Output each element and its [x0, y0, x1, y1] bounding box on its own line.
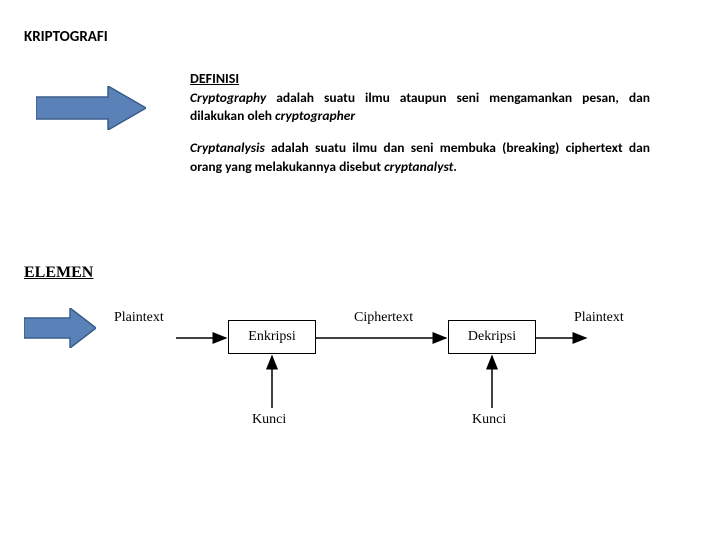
encryption-flow-diagram: Plaintext Ciphertext Plaintext Enkripsi …: [100, 310, 660, 460]
definisi-heading: DEFINISI: [190, 70, 650, 87]
definisi-para-2: Cryptanalysis adalah suatu ilmu dan seni…: [190, 139, 650, 175]
term-cryptography: Cryptography: [190, 89, 266, 106]
term-cryptanalysis: Cryptanalysis: [190, 139, 265, 156]
page-title: KRIPTOGRAFI: [24, 28, 108, 46]
definisi-para-1: Cryptography adalah suatu ilmu ataupun s…: [190, 89, 650, 125]
block-arrow-icon: [36, 86, 146, 130]
elemen-heading: ELEMEN: [24, 264, 93, 282]
flow-arrows: [100, 310, 660, 460]
term-cryptographer: cryptographer: [275, 107, 355, 124]
text-span: .: [453, 158, 457, 175]
term-cryptanalyst: cryptanalyst: [384, 158, 453, 175]
definisi-section: DEFINISI Cryptography adalah suatu ilmu …: [190, 70, 650, 190]
block-arrow-icon: [24, 308, 96, 348]
